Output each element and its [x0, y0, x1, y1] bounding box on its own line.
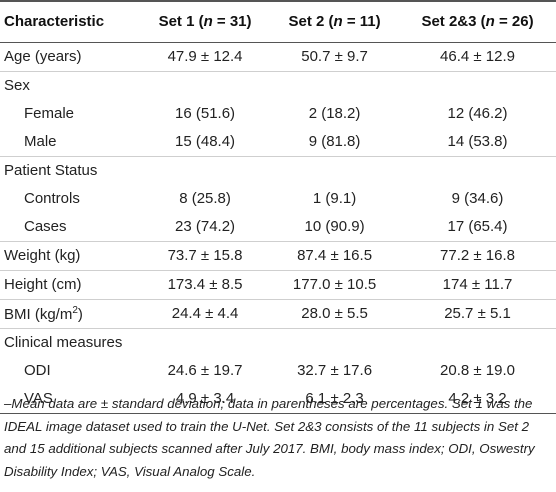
cell-set-2-3: 9 (34.6): [451, 190, 504, 208]
cell-set-2: 6.1 ± 2.3: [270, 385, 400, 414]
cell-set-1: 16 (51.6): [175, 105, 236, 123]
row-label: Height (cm): [0, 270, 140, 300]
table-row-weight: Weight (kg) 73.7 ± 15.8 87.4 ± 16.5 77.2…: [0, 241, 556, 271]
cell-set-2: 50.7 ± 9.7: [270, 42, 400, 72]
header-set-2-prefix: Set 2 (: [288, 13, 334, 31]
table-header-row: Characteristic Set 1 (n = 31) Set 2 (n =…: [0, 0, 556, 43]
row-label: VAS: [0, 385, 140, 414]
row-label: Cases: [24, 218, 67, 236]
cell-set-2: 87.4 ± 16.5: [270, 241, 400, 271]
cell-set-2-3: [399, 71, 556, 100]
header-set-2: Set 2 (n = 11): [270, 0, 400, 43]
header-set-1-n: n: [203, 13, 213, 31]
cell-set-2: [270, 328, 400, 357]
cell-set-2: 2 (18.2): [308, 105, 361, 123]
cell-set-1: 4.9 ± 3.4: [140, 385, 271, 414]
header-set-2-3-n: n: [485, 13, 495, 31]
row-label: Patient Status: [0, 156, 140, 185]
row-label: Male: [24, 133, 57, 151]
row-label-superscript: 2: [72, 304, 78, 316]
cell-set-2: [270, 71, 400, 100]
cell-set-2-3: [399, 328, 556, 357]
table-row-odi: ODI 24.6 ± 19.7 32.7 ± 17.6 20.8 ± 19.0: [0, 357, 556, 385]
table-row-height: Height (cm) 173.4 ± 8.5 177.0 ± 10.5 174…: [0, 270, 556, 300]
row-label-suffix: ): [77, 305, 83, 323]
cell-set-2-3: 77.2 ± 16.8: [399, 241, 556, 271]
header-set-2-3-suffix: = 26): [494, 13, 534, 31]
cell-set-1: 15 (48.4): [175, 133, 236, 151]
table-row-vas: VAS 4.9 ± 3.4 6.1 ± 2.3 4.2 ± 3.2: [0, 385, 556, 414]
cell-set-1: 23 (74.2): [175, 218, 236, 236]
header-set-2-3: Set 2&3 (n = 26): [399, 0, 556, 43]
demographics-table: Characteristic Set 1 (n = 31) Set 2 (n =…: [0, 0, 556, 414]
cell-set-2-3: 20.8 ± 19.0: [440, 362, 515, 380]
row-label: Sex: [0, 71, 140, 100]
cell-set-1: 24.4 ± 4.4: [140, 299, 271, 329]
cell-set-2-3: 14 (53.8): [447, 133, 508, 151]
cell-set-2: 177.0 ± 10.5: [270, 270, 400, 300]
header-set-1: Set 1 (n = 31): [140, 0, 271, 43]
cell-set-1: [140, 71, 271, 100]
cell-set-1: 73.7 ± 15.8: [140, 241, 271, 271]
cell-set-2-3: 46.4 ± 12.9: [399, 42, 556, 72]
cell-set-2-3: [399, 156, 556, 185]
table-row-age: Age (years) 47.9 ± 12.4 50.7 ± 9.7 46.4 …: [0, 42, 556, 72]
cell-set-2: 1 (9.1): [312, 190, 357, 208]
row-label: Weight (kg): [0, 241, 140, 271]
header-set-2-n: n: [333, 13, 343, 31]
row-label: Controls: [24, 190, 80, 208]
cell-set-1: 8 (25.8): [179, 190, 231, 208]
cell-set-2-3: 174 ± 11.7: [399, 270, 556, 300]
header-set-1-prefix: Set 1 (: [158, 13, 204, 31]
cell-set-2: 10 (90.9): [304, 218, 365, 236]
header-set-1-suffix: = 31): [212, 13, 252, 31]
table-row-patient-status: Patient Status: [0, 156, 556, 185]
cell-set-2: 28.0 ± 5.5: [270, 299, 400, 329]
cell-set-2: [270, 156, 400, 185]
cell-set-2: 9 (81.8): [308, 133, 361, 151]
cell-set-1: 47.9 ± 12.4: [140, 42, 271, 72]
header-set-2-3-prefix: Set 2&3 (: [421, 13, 486, 31]
cell-set-1: [140, 328, 271, 357]
table-footnote: –Mean data are ± standard deviation; dat…: [4, 396, 535, 479]
header-set-2-suffix: = 11): [342, 13, 381, 31]
cell-set-2-3: 17 (65.4): [447, 218, 508, 236]
table-row-controls: Controls 8 (25.8) 1 (9.1) 9 (34.6): [0, 185, 556, 213]
cell-set-2-3: 25.7 ± 5.1: [399, 299, 556, 329]
cell-set-1: 24.6 ± 19.7: [167, 362, 243, 380]
table-row-clinical-measures: Clinical measures: [0, 328, 556, 357]
table-row-male: Male 15 (48.4) 9 (81.8) 14 (53.8): [0, 128, 556, 157]
row-label: Age (years): [0, 42, 140, 72]
header-characteristic: Characteristic: [0, 0, 140, 43]
row-label-prefix: BMI (kg/m: [4, 305, 73, 323]
cell-set-1: 173.4 ± 8.5: [140, 270, 271, 300]
table-row-bmi: BMI (kg/m2) 24.4 ± 4.4 28.0 ± 5.5 25.7 ±…: [0, 299, 556, 329]
table-row-female: Female 16 (51.6) 2 (18.2) 12 (46.2): [0, 100, 556, 128]
row-label: BMI (kg/m2): [0, 299, 140, 329]
cell-set-1: [140, 156, 271, 185]
cell-set-2: 32.7 ± 17.6: [297, 362, 373, 380]
row-label: ODI: [24, 362, 51, 380]
row-label: Female: [24, 105, 75, 123]
cell-set-2-3: 12 (46.2): [447, 105, 508, 123]
table-row-cases: Cases 23 (74.2) 10 (90.9) 17 (65.4): [0, 213, 556, 242]
table-row-sex: Sex: [0, 71, 556, 100]
row-label: Clinical measures: [0, 328, 140, 357]
cell-set-2-3: 4.2 ± 3.2: [399, 385, 556, 414]
